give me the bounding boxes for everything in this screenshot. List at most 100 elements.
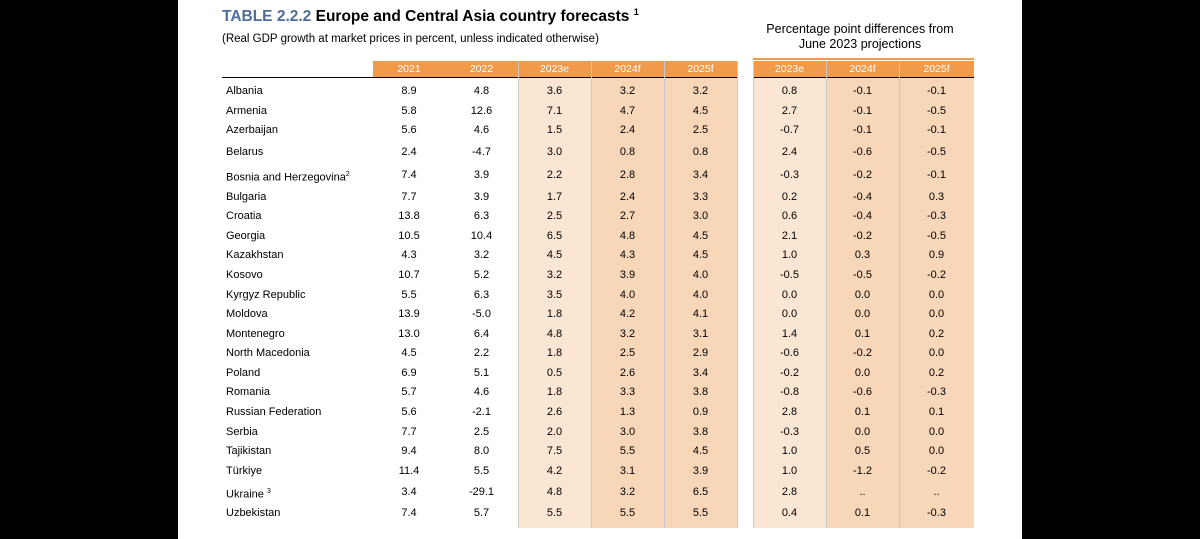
table-subtitle: (Real GDP growth at market prices in per…	[222, 33, 599, 45]
growth-value: 3.5	[546, 289, 563, 301]
growth-value: 2.6	[546, 406, 563, 418]
growth-value: 2.5	[546, 210, 563, 222]
table-row: Tajikistan 9.4 8.0 7.5 5.5 4.5 1.0 0.5 0.0	[178, 442, 1022, 460]
diff-value: 0.3	[928, 191, 945, 203]
growth-value: 2.0	[546, 426, 563, 438]
col-shade-diff-2023e	[753, 61, 826, 528]
growth-value: 5.6	[401, 124, 417, 136]
country-name-text: Türkiye	[226, 465, 263, 477]
growth-value: 4.5	[692, 445, 709, 457]
country-name-text: Kyrgyz Republic	[226, 289, 306, 301]
growth-value: 3.2	[473, 249, 490, 261]
growth-value: 4.6	[473, 386, 490, 398]
growth-value: 5.6	[401, 406, 417, 418]
growth-value: 7.7	[401, 191, 417, 203]
diff-value: -1.2	[853, 465, 872, 477]
table-title: TABLE 2.2.2 Europe and Central Asia coun…	[222, 7, 639, 26]
growth-value: 3.4	[401, 486, 417, 498]
country-name: Albania	[226, 82, 376, 100]
footnote-marker: 2	[345, 171, 350, 178]
growth-value: 10.5	[398, 230, 420, 242]
col-shade-diff-2025f	[899, 61, 974, 528]
diff-value: 0.0	[781, 289, 798, 301]
table-row: Belarus 2.4 -4.7 3.0 0.8 0.8 2.4 -0.6 -0.5	[178, 143, 1022, 161]
growth-value: 3.3	[692, 191, 709, 203]
growth-value: 9.4	[401, 445, 417, 457]
growth-value: -5.0	[472, 308, 491, 320]
diff-value: -0.1	[853, 85, 872, 97]
growth-value: 5.5	[619, 507, 636, 519]
country-name: Montenegro	[226, 325, 376, 343]
growth-value: 0.5	[546, 367, 563, 379]
diff-value: -0.5	[927, 146, 946, 158]
col-shade-2023e	[518, 61, 591, 528]
country-name: Croatia	[226, 207, 376, 225]
col-header-2023e: 2023e	[539, 63, 570, 75]
column-divider	[826, 61, 827, 528]
diff-value: 0.2	[781, 191, 798, 203]
country-name-text: Georgia	[226, 230, 266, 242]
growth-value: 3.1	[692, 328, 709, 340]
document-page: TABLE 2.2.2 Europe and Central Asia coun…	[178, 0, 1022, 539]
diff-value: -0.8	[780, 386, 799, 398]
country-name-text: North Macedonia	[226, 347, 310, 359]
table-row: Kazakhstan 4.3 3.2 4.5 4.3 4.5 1.0 0.3 0.9	[178, 246, 1022, 264]
column-divider	[591, 61, 592, 528]
diff-value: 0.0	[854, 308, 871, 320]
growth-value: -2.1	[472, 406, 491, 418]
diff-value: -0.3	[927, 507, 946, 519]
country-name-text: Montenegro	[226, 328, 285, 340]
country-name: Russian Federation	[226, 403, 376, 421]
growth-value: 0.8	[692, 146, 709, 158]
table-row: Albania 8.9 4.8 3.6 3.2 3.2 0.8 -0.1 -0.1	[178, 82, 1022, 100]
growth-value: 6.9	[401, 367, 417, 379]
growth-value: 5.5	[619, 445, 636, 457]
growth-value: 3.4	[692, 367, 709, 379]
country-name: Ukraine 3	[226, 483, 376, 501]
country-name-text: Bulgaria	[226, 191, 267, 203]
column-divider	[664, 61, 665, 528]
diff-value: ..	[859, 486, 866, 498]
growth-value: 1.8	[546, 308, 563, 320]
diff-section-header: Percentage point differences from June 2…	[753, 22, 967, 52]
diff-header-line1: Percentage point differences from	[766, 22, 954, 36]
header-bar-main	[373, 61, 737, 77]
growth-value: 4.5	[546, 249, 563, 261]
diff-value: -0.2	[927, 465, 946, 477]
country-name-text: Belarus	[226, 146, 264, 158]
table-row: North Macedonia 4.5 2.2 1.8 2.5 2.9 -0.6 -0.2 0.…	[178, 344, 1022, 362]
col-header-2021: 2021	[397, 63, 421, 75]
growth-value: 4.8	[546, 486, 563, 498]
growth-value: 4.6	[473, 124, 490, 136]
growth-value: 4.2	[546, 465, 563, 477]
growth-value: 11.4	[398, 465, 420, 477]
diff-value: 0.3	[854, 249, 871, 261]
country-name-text: Croatia	[226, 210, 262, 222]
growth-value: 3.0	[546, 146, 563, 158]
col-shade-diff-2024f	[826, 61, 899, 528]
growth-value: 3.3	[619, 386, 636, 398]
country-name: Türkiye	[226, 462, 376, 480]
diff-value: 0.0	[854, 289, 871, 301]
column-divider	[518, 61, 519, 528]
growth-value: 8.9	[401, 85, 417, 97]
growth-value: 3.8	[692, 426, 709, 438]
diff-value: -0.1	[927, 85, 946, 97]
growth-value: 10.4	[470, 230, 493, 242]
title-footnote-marker: 1	[633, 7, 639, 17]
growth-value: 2.6	[619, 367, 636, 379]
col-header-diff-2024f: 2024f	[849, 63, 876, 75]
table-row: Romania 5.7 4.6 1.8 3.3 3.8 -0.8 -0.6 -0.3	[178, 383, 1022, 401]
table-title-text: Europe and Central Asia country forecast…	[315, 8, 630, 26]
country-name-text: Ukraine	[226, 488, 267, 501]
growth-value: 4.5	[692, 105, 709, 117]
diff-value: 0.0	[854, 367, 871, 379]
country-name: Moldova	[226, 305, 376, 323]
diff-value: -0.1	[853, 124, 872, 136]
growth-value: 5.1	[473, 367, 490, 379]
growth-value: 4.5	[401, 347, 417, 359]
column-divider	[753, 61, 754, 528]
table-row: Serbia 7.7 2.5 2.0 3.0 3.8 -0.3 0.0 0.0	[178, 423, 1022, 441]
diff-value: 0.0	[928, 445, 945, 457]
growth-value: 1.8	[546, 386, 563, 398]
